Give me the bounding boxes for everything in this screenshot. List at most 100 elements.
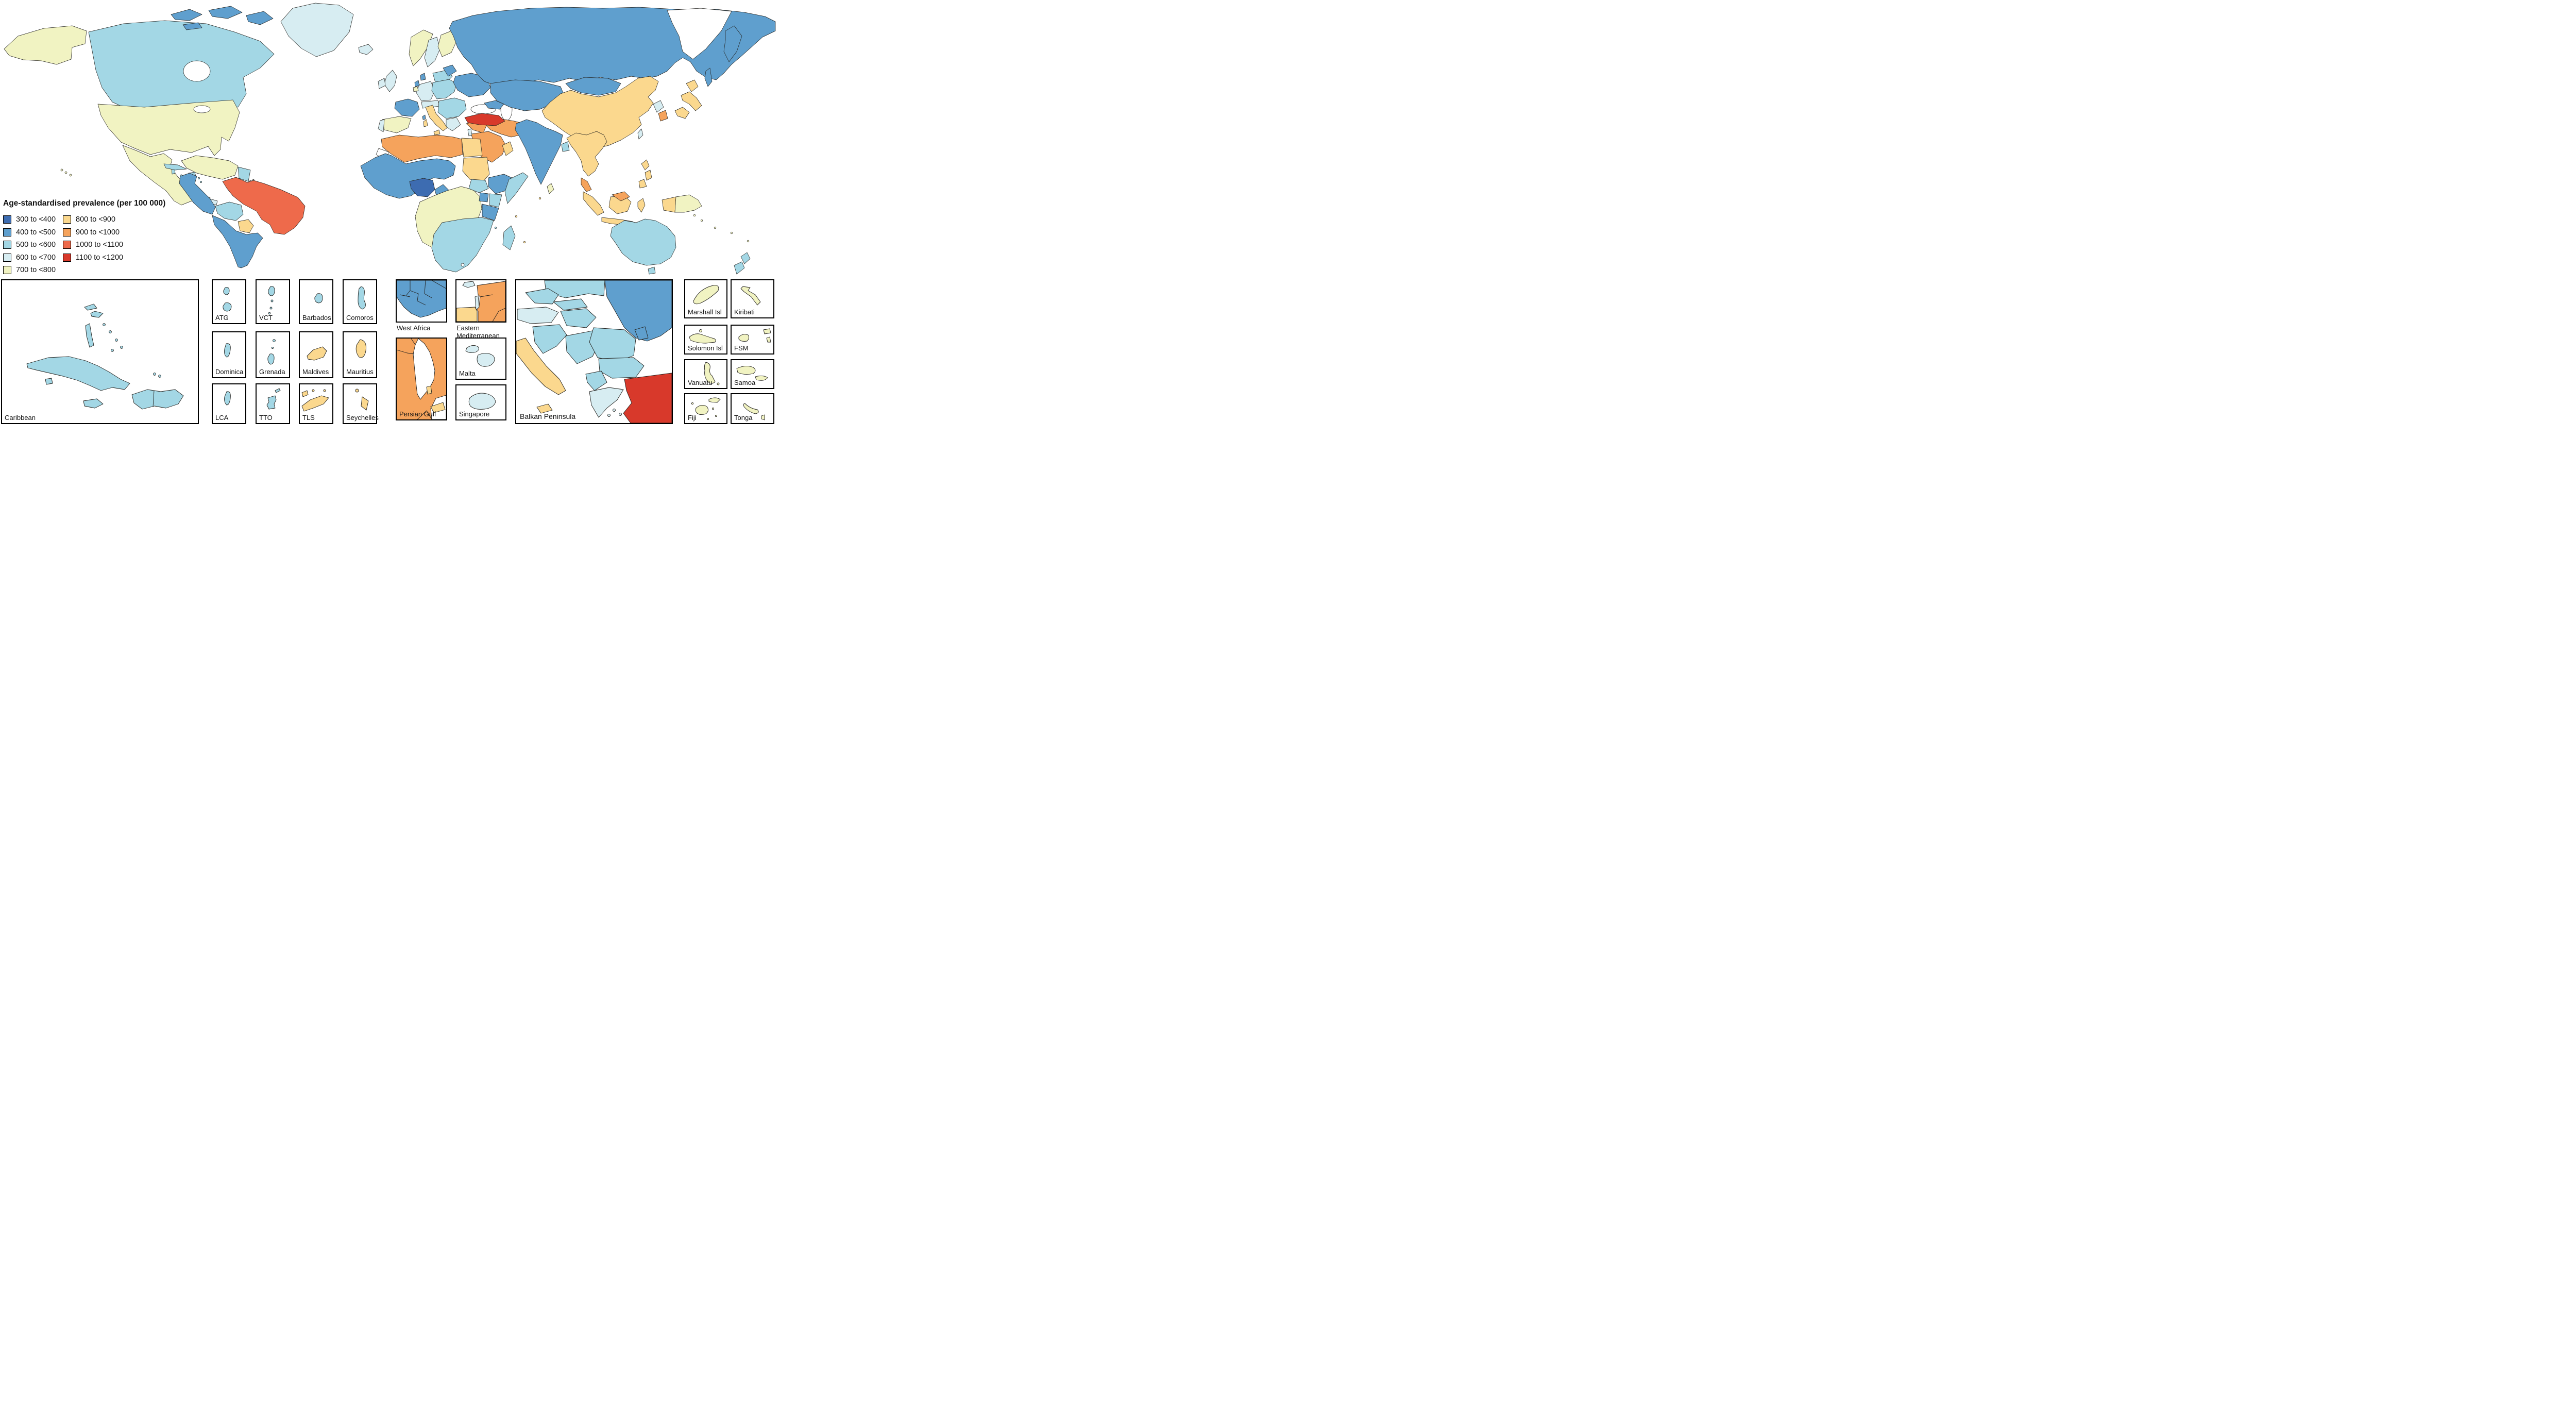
bk-croatia-slovenia <box>532 324 567 354</box>
country-australia <box>610 218 676 266</box>
atg-island-1 <box>223 287 230 295</box>
inset-label-eastern: Eastern <box>456 324 480 332</box>
atg-island-2 <box>223 302 232 312</box>
country-sicily <box>433 129 440 136</box>
pacific-island-dot-2 <box>700 219 703 222</box>
bk-turkey <box>623 373 672 423</box>
hudson-bay <box>183 60 211 82</box>
pacific-island-dot-4 <box>730 231 733 234</box>
legend-label: 900 to <1000 <box>76 228 120 237</box>
legend-title: Age-standardised prevalence (per 100 000… <box>3 199 166 208</box>
pg-gulf-water <box>413 339 435 400</box>
island-sulawesi <box>637 198 646 213</box>
inset-label-vanuatu: Vanuatu <box>688 379 713 387</box>
bahamas-dot-4 <box>120 346 123 349</box>
country-japan-hokkaido <box>686 79 699 92</box>
country-new-zealand-south <box>734 261 745 275</box>
country-maldives-dot <box>538 197 541 200</box>
legend-item-900-1000: 900 to <1000 <box>63 226 123 239</box>
inset-label-caribbean: Caribbean <box>5 414 36 422</box>
inset-solomon-islands: Solomon Isl <box>684 325 727 355</box>
inset-persian-gulf: Persian Gulf <box>396 338 447 420</box>
inset-marshall-islands: Marshall Isl <box>684 279 727 318</box>
tls-small-1 <box>301 390 309 397</box>
country-south-sudan <box>468 179 489 193</box>
vct-island <box>268 286 275 296</box>
inset-label-dominica: Dominica <box>215 368 244 376</box>
map-legend: Age-standardised prevalence (per 100 000… <box>3 199 165 277</box>
legend-item-1100-1200: 1100 to <1200 <box>63 251 123 264</box>
country-denmark <box>420 73 426 81</box>
wa-border-4 <box>417 300 426 306</box>
tonga-small <box>761 414 765 420</box>
country-alaska <box>4 25 87 65</box>
country-uganda <box>479 192 489 203</box>
country-usa <box>97 99 240 156</box>
samoa-island-2 <box>755 375 768 381</box>
singapore-island <box>468 393 496 410</box>
inset-maldives: Maldives <box>299 331 333 378</box>
fiji-dot-2 <box>711 407 715 410</box>
country-brazil <box>222 177 306 235</box>
em-egypt <box>456 307 478 322</box>
inset-tto: TTO <box>256 383 290 424</box>
country-japan-honshu <box>681 91 702 111</box>
inset-mauritius: Mauritius <box>343 331 377 378</box>
mauritius-island <box>355 339 366 358</box>
country-nigeria <box>409 178 435 197</box>
inset-label-tto: TTO <box>259 414 273 422</box>
great-lakes <box>193 105 211 113</box>
inset-label-samoa: Samoa <box>734 379 756 387</box>
legend-label: 700 to <800 <box>16 266 56 275</box>
inset-dominica: Dominica <box>212 331 246 378</box>
fiji-dot-1 <box>691 402 694 405</box>
country-mauritius-dot <box>523 241 526 244</box>
inset-label-tls: TLS <box>302 414 315 422</box>
country-mainland-southeast-asia <box>566 131 607 177</box>
country-sudan <box>462 157 490 182</box>
world-map <box>4 3 776 275</box>
country-uk <box>384 70 397 92</box>
bk-greek-island-1 <box>613 409 616 412</box>
bk-slovakia <box>553 298 588 311</box>
inset-caribbean: Caribbean <box>1 279 199 424</box>
inset-label-grenada: Grenada <box>259 368 285 376</box>
cuba <box>26 356 130 391</box>
arctic-islands-4 <box>182 22 202 30</box>
lesser-antilles-1 <box>198 177 200 179</box>
country-greece <box>446 117 461 131</box>
figure-choropleth-world-map: Age-standardised prevalence (per 100 000… <box>0 0 781 425</box>
tonga-island <box>743 403 759 414</box>
seychelles-island <box>361 396 369 411</box>
barbados-island <box>314 293 323 303</box>
arctic-islands-2 <box>208 6 243 19</box>
country-new-zealand-north <box>740 252 751 264</box>
isle-of-youth <box>45 378 53 385</box>
grenada-island <box>267 353 275 365</box>
legend-column-1: 300 to <400 400 to <500 500 to <600 600 … <box>3 213 56 277</box>
country-philippines-2 <box>645 170 652 181</box>
country-south-korea <box>658 110 668 122</box>
legend-item-800-900: 800 to <900 <box>63 213 123 226</box>
kamchatka <box>723 25 742 62</box>
country-italy <box>425 105 448 131</box>
tls-main-island <box>301 395 329 412</box>
wa-border-5 <box>399 294 411 297</box>
country-sardinia <box>423 119 428 127</box>
country-north-korea <box>653 100 664 113</box>
legend-label: 300 to <400 <box>16 215 56 224</box>
em-border-2 <box>492 308 505 322</box>
legend-item-400-500: 400 to <500 <box>3 226 56 239</box>
pg-border-iraq <box>397 349 415 355</box>
country-oman-uae <box>502 141 514 156</box>
hispaniola <box>131 389 184 410</box>
bk-hungary <box>560 308 597 328</box>
em-border-1 <box>480 294 493 297</box>
inset-label-atg: ATG <box>215 314 229 322</box>
country-bangladesh <box>561 141 570 152</box>
inset-kiribati: Kiribati <box>731 279 774 318</box>
fiji-dot-4 <box>715 414 718 417</box>
legend-item-300-400: 300 to <400 <box>3 213 56 226</box>
haiti-dr-border <box>152 390 155 408</box>
trinidad <box>266 395 277 410</box>
